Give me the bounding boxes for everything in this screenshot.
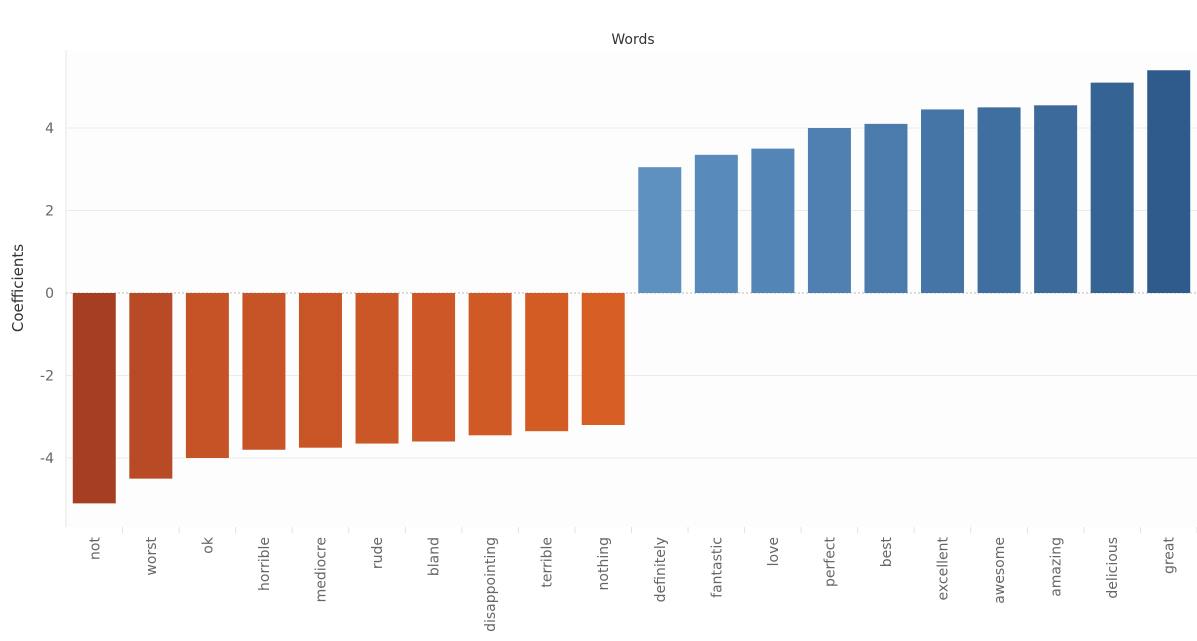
bar-mediocre bbox=[298, 293, 342, 448]
x-tick-label: terrible bbox=[540, 537, 556, 588]
x-tick-label: awesome bbox=[992, 537, 1008, 604]
bar-best bbox=[864, 123, 908, 293]
x-tick-label: delicious bbox=[1105, 537, 1121, 599]
bar-great bbox=[1147, 70, 1191, 293]
y-tick-label: 0 bbox=[45, 286, 54, 302]
x-tick-label: worst bbox=[144, 536, 160, 575]
x-tick-label: amazing bbox=[1049, 537, 1065, 597]
x-tick-label: disappointing bbox=[483, 537, 499, 632]
bar-nothing bbox=[581, 293, 625, 425]
x-tick-label: great bbox=[1162, 537, 1178, 575]
x-tick-label: rude bbox=[370, 537, 386, 569]
x-tick-label: love bbox=[766, 537, 782, 566]
bar-disappointing bbox=[468, 293, 512, 436]
x-tick-label: excellent bbox=[936, 537, 952, 601]
x-tick-label: horrible bbox=[257, 537, 273, 591]
bar-love bbox=[751, 148, 795, 293]
y-tick-label: -2 bbox=[40, 369, 54, 385]
x-tick-label: nothing bbox=[596, 537, 612, 590]
chart-title: Words bbox=[611, 32, 654, 48]
x-tick-label: perfect bbox=[822, 536, 838, 586]
y-tick-label: 2 bbox=[45, 204, 54, 220]
y-tick-label: 4 bbox=[45, 121, 54, 137]
y-tick-label: -4 bbox=[40, 451, 54, 467]
x-tick-label: ok bbox=[200, 536, 216, 554]
bar-excellent bbox=[921, 109, 965, 293]
bars bbox=[72, 70, 1191, 504]
bar-awesome bbox=[977, 107, 1021, 293]
bar-not bbox=[72, 293, 116, 504]
bar-bland bbox=[412, 293, 456, 442]
plot-background bbox=[66, 50, 1197, 527]
bar-worst bbox=[129, 293, 173, 479]
x-tick-label: not bbox=[87, 536, 103, 559]
x-axis-ticks: not worst ok horrible mediocre rude bland disap… bbox=[87, 527, 1197, 632]
x-tick-label: best bbox=[879, 537, 895, 568]
bar-rude bbox=[355, 293, 399, 444]
bar-horrible bbox=[242, 293, 286, 450]
bar-terrible bbox=[525, 293, 569, 432]
y-axis-ticks: -4 -2 0 2 4 bbox=[40, 121, 54, 467]
bar-perfect bbox=[807, 128, 851, 293]
bar-ok bbox=[185, 293, 229, 458]
x-tick-label: bland bbox=[427, 537, 443, 576]
y-axis-label: Coefficients bbox=[9, 244, 27, 332]
x-tick-label: fantastic bbox=[709, 537, 725, 598]
bar-delicious bbox=[1090, 82, 1134, 293]
x-tick-label: mediocre bbox=[313, 537, 329, 602]
bar-fantastic bbox=[694, 154, 738, 293]
bar-definitely bbox=[638, 167, 682, 293]
bar-amazing bbox=[1034, 105, 1078, 293]
x-tick-label: definitely bbox=[653, 537, 669, 602]
